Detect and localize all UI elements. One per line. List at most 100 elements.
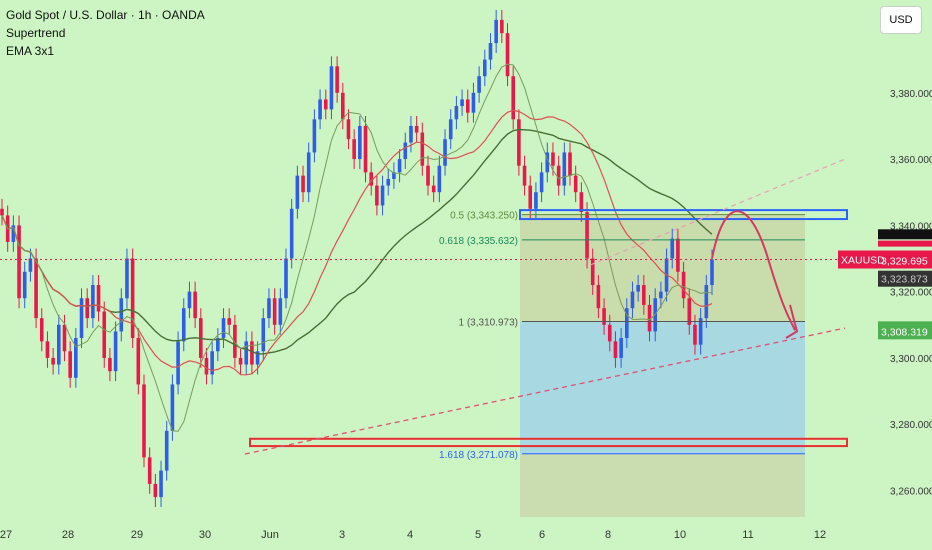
candle-body xyxy=(454,106,459,120)
candle-body xyxy=(85,298,89,319)
target-zone-box xyxy=(520,214,805,322)
candle-body xyxy=(346,119,351,140)
candle-body xyxy=(91,285,95,319)
candle-body xyxy=(477,76,481,93)
candle-body xyxy=(448,119,453,140)
candle-body xyxy=(193,291,197,319)
candle-body xyxy=(386,178,391,186)
projection-arrowhead xyxy=(785,304,799,339)
ema-fast-line xyxy=(1,63,713,432)
symbol-tag: XAUUSD xyxy=(841,255,885,267)
candle-body xyxy=(272,298,277,325)
candle-body xyxy=(494,19,498,44)
candle-body xyxy=(397,159,402,173)
candle-body xyxy=(647,304,652,332)
price-axis-tick: 3,320.000 xyxy=(890,288,932,299)
time-axis-tick: 4 xyxy=(407,529,413,541)
candle-body xyxy=(483,59,487,77)
candle-body xyxy=(119,298,124,332)
candle-body xyxy=(187,291,192,309)
candle-body xyxy=(596,285,601,309)
candle-body xyxy=(659,291,663,299)
candle-body xyxy=(636,285,640,292)
time-axis-tick: 8 xyxy=(605,529,611,541)
candle-body xyxy=(630,291,635,309)
candle-body xyxy=(517,119,521,166)
candle-body xyxy=(573,175,578,193)
ema-indicator-label[interactable]: EMA 3x1 xyxy=(6,44,55,58)
candle-body xyxy=(204,357,209,375)
candle-body xyxy=(79,298,84,339)
candle-body xyxy=(505,33,510,77)
candle-body xyxy=(500,19,504,34)
candle-body xyxy=(45,341,50,358)
time-axis-tick: 12 xyxy=(814,529,826,541)
candle-body xyxy=(170,384,175,431)
candle-body xyxy=(68,351,72,378)
candle-body xyxy=(676,238,680,272)
candle-body xyxy=(233,324,237,358)
candle-body xyxy=(39,318,44,342)
candle-body xyxy=(113,331,118,372)
candle-body xyxy=(261,318,266,352)
candle-body xyxy=(460,99,464,107)
price-axis-tick: 3,380.000 xyxy=(890,89,932,100)
candle-body xyxy=(619,338,623,358)
candle-body xyxy=(511,76,515,120)
candle-body xyxy=(363,125,368,173)
candle-body xyxy=(108,357,112,372)
candle-body xyxy=(216,338,220,352)
time-axis-tick: 30 xyxy=(199,529,211,541)
fib-level-label: 0.618 (3,335.632) xyxy=(439,236,518,247)
time-axis-tick: 27 xyxy=(0,529,12,541)
candle-body xyxy=(176,341,180,385)
candle-body xyxy=(670,238,675,259)
currency-button[interactable]: USD xyxy=(880,6,922,34)
time-axis-tick: Jun xyxy=(261,529,279,541)
supertrend-indicator-label[interactable]: Supertrend xyxy=(6,26,66,40)
candle-body xyxy=(147,457,152,484)
candle-body xyxy=(545,152,550,173)
candle-body xyxy=(244,341,249,365)
time-axis-tick: 5 xyxy=(475,529,481,541)
candle-body xyxy=(403,142,408,160)
candle-body xyxy=(465,99,470,113)
candle-body xyxy=(136,338,141,385)
candle-body xyxy=(181,308,186,342)
time-axis-tick: 28 xyxy=(62,529,74,541)
candle-body xyxy=(96,285,101,312)
time-axis-tick: 29 xyxy=(131,529,143,541)
stop-zone-box xyxy=(520,321,805,454)
last-price-tag: 3,329.695 xyxy=(881,256,928,268)
projection-arrow-path xyxy=(711,210,796,331)
chart-title: Gold Spot / U.S. Dollar · 1h · OANDA xyxy=(6,8,205,22)
stacked-tag-top xyxy=(878,229,932,240)
candle-body xyxy=(227,318,231,325)
candle-body xyxy=(568,152,572,176)
candle-body xyxy=(528,185,533,209)
price-axis-tick: 3,260.000 xyxy=(890,486,932,497)
candle-body xyxy=(710,259,714,286)
candle-body xyxy=(102,311,107,358)
upper-trendline xyxy=(589,158,846,266)
candle-body xyxy=(164,430,169,471)
last-price-tag-bg xyxy=(878,250,932,269)
price-axis-tick: 3,300.000 xyxy=(890,354,932,365)
candle-body xyxy=(335,66,339,93)
candle-body xyxy=(409,125,413,143)
candle-body xyxy=(130,258,135,339)
time-axis-tick: 10 xyxy=(674,529,686,541)
candle-body xyxy=(329,66,334,110)
candle-body xyxy=(704,285,709,319)
candle-body xyxy=(11,225,16,242)
candle-body xyxy=(255,351,260,365)
time-axis-tick: 3 xyxy=(339,529,345,541)
lower-price-tag-bg xyxy=(878,270,932,287)
candle-body xyxy=(380,185,385,206)
candle-body xyxy=(534,192,538,209)
candle-body xyxy=(0,208,4,216)
candle-body xyxy=(318,99,322,120)
ema-slow-line xyxy=(1,128,713,355)
candle-body xyxy=(607,324,612,342)
